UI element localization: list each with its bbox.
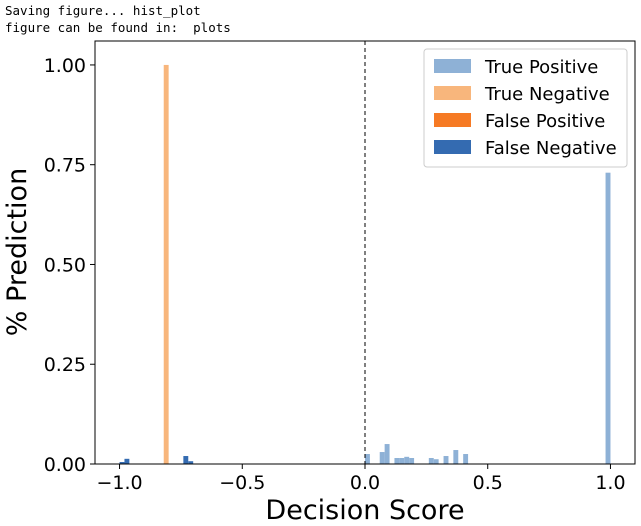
bar-true-positive-4 [399,458,405,464]
x-tick-label-4: 1.0 [595,472,625,494]
y-tick-label-2: 0.50 [44,254,86,276]
bar-false-negative-2 [183,456,189,464]
bar-true-positive-8 [433,459,439,464]
bar-true-positive-5 [404,456,410,464]
console-line-location: figure can be found in: plots [5,20,231,35]
y-tick-label-3: 0.75 [44,155,86,177]
y-tick-label-4: 1.00 [44,55,86,77]
legend-label-true-positive: True Positive [484,57,598,78]
bar-true-positive-0 [365,454,370,464]
legend-swatch-true-negative [434,86,471,100]
bar-false-negative-0 [119,462,125,464]
legend-swatch-true-positive [434,59,471,73]
bar-true-positive-10 [453,450,459,464]
y-tick-label-1: 0.25 [44,354,86,376]
bar-true-negative-0 [163,64,169,464]
legend-label-false-positive: False Positive [485,111,605,132]
legend-frame [423,48,628,168]
legend: True Positive True Negative False Positive… [423,48,628,168]
bar-false-negative-3 [188,461,194,464]
x-tick-label-2: 0.0 [350,472,380,494]
bar-true-positive-2 [384,444,390,464]
bar-true-positive-7 [428,458,434,464]
bar-true-positive-6 [409,458,415,464]
bar-true-positive-9 [443,456,449,464]
bar-false-negative-1 [124,458,130,464]
bar-true-positive-1 [379,452,385,464]
legend-label-true-negative: True Negative [484,84,610,105]
x-axis-ticks: −1.0 −0.5 0.0 0.5 1.0 [96,464,626,494]
x-axis-title: Decision Score [265,495,464,526]
bars-layer [119,64,611,464]
x-tick-label-3: 0.5 [473,472,503,494]
x-tick-label-0: −1.0 [96,472,142,494]
y-axis-title: % Prediction [2,168,33,336]
bar-true-positive-3 [394,458,400,464]
bar-true-positive-12 [605,172,611,464]
x-tick-label-1: −0.5 [219,472,265,494]
legend-label-false-negative: False Negative [485,138,617,159]
console-line-saving: Saving figure... hist_plot [5,3,201,18]
legend-swatch-false-negative [434,140,471,154]
y-axis-ticks: 0.00 0.25 0.50 0.75 1.00 [44,55,95,476]
bar-true-positive-11 [463,454,469,464]
legend-swatch-false-positive [434,113,471,127]
y-tick-label-0: 0.00 [44,454,86,476]
